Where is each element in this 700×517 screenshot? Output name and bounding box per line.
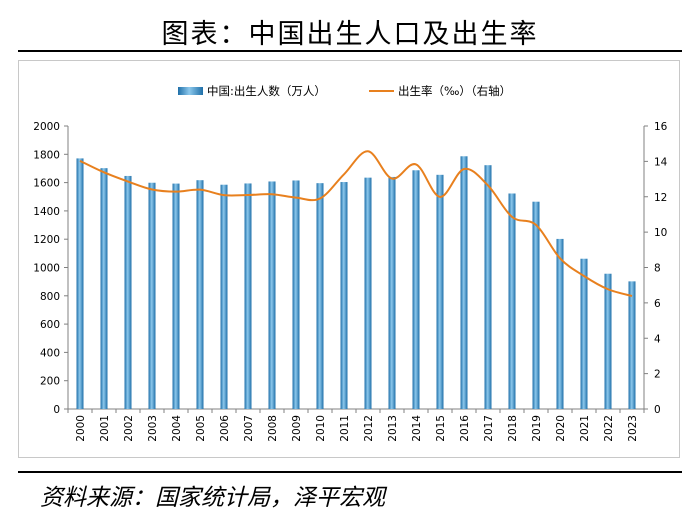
bar-2004 <box>172 183 180 409</box>
right-tick-label: 12 <box>654 192 667 204</box>
left-tick-label: 0 <box>53 404 60 416</box>
bar-2015 <box>436 174 444 409</box>
x-tick-label: 2019 <box>531 415 543 442</box>
bar-2011 <box>340 182 348 409</box>
left-tick-label: 200 <box>40 376 60 388</box>
right-tick-label: 8 <box>654 263 661 275</box>
x-tick-label: 2005 <box>195 415 207 442</box>
left-tick-label: 1600 <box>33 178 60 190</box>
legend-bar-label: 中国:出生人数（万人） <box>207 84 326 98</box>
left-tick-label: 400 <box>40 347 60 359</box>
chart-legend: 中国:出生人数（万人） 出生率（‰）（右轴） <box>178 84 511 98</box>
x-tick-label: 2020 <box>555 415 567 442</box>
x-tick-label: 2016 <box>459 415 471 442</box>
bar-2012 <box>364 177 372 409</box>
bar-2017 <box>484 165 492 409</box>
x-tick-label: 2017 <box>483 415 495 442</box>
bar-2014 <box>412 170 420 409</box>
right-tick-label: 14 <box>654 156 668 168</box>
x-tick-label: 2009 <box>291 415 303 442</box>
x-tick-label: 2021 <box>579 415 591 442</box>
x-tick-label: 2007 <box>243 415 255 442</box>
x-tick-label: 2015 <box>435 415 447 442</box>
left-tick-label: 2000 <box>33 121 60 133</box>
x-tick-label: 2003 <box>147 415 159 442</box>
bar-2020 <box>556 238 564 409</box>
right-tick-label: 0 <box>654 404 661 416</box>
page-title: 图表：中国出生人口及出生率 <box>161 19 539 50</box>
x-tick-label: 2012 <box>363 415 375 442</box>
title-divider <box>18 50 682 52</box>
bar-2005 <box>196 180 204 409</box>
x-tick-label: 2002 <box>123 415 135 442</box>
left-tick-label: 1200 <box>33 234 60 246</box>
bar-2009 <box>292 180 300 409</box>
x-tick-label: 2010 <box>315 415 327 442</box>
x-tick-label: 2013 <box>387 415 399 442</box>
source-note: 资料来源：国家统计局，泽平宏观 <box>40 485 385 511</box>
bar-2023 <box>628 281 636 409</box>
bar-2002 <box>124 175 132 409</box>
bar-2010 <box>316 183 324 409</box>
left-tick-label: 1000 <box>33 263 60 275</box>
right-tick-label: 2 <box>654 369 661 381</box>
right-tick-label: 10 <box>654 227 667 239</box>
bar-2018 <box>508 193 516 409</box>
bar-2006 <box>220 184 228 409</box>
x-tick-label: 2001 <box>99 415 111 442</box>
chart-frame <box>18 60 680 458</box>
left-tick-label: 1800 <box>33 149 60 161</box>
x-tick-label: 2000 <box>75 415 87 442</box>
legend-bar-swatch <box>178 87 203 95</box>
birth-rate-line <box>79 150 633 297</box>
left-tick-label: 800 <box>40 291 60 303</box>
x-tick-label: 2006 <box>219 415 231 442</box>
right-tick-label: 6 <box>654 298 661 310</box>
left-tick-label: 600 <box>40 319 60 331</box>
bar-2001 <box>100 168 108 409</box>
bar-2000 <box>76 158 84 409</box>
x-tick-label: 2011 <box>339 415 351 442</box>
x-tick-label: 2008 <box>267 415 279 442</box>
x-tick-label: 2022 <box>603 415 615 442</box>
bar-2013 <box>388 176 396 409</box>
source-divider <box>18 471 682 473</box>
bar-2021 <box>580 258 588 409</box>
bar-2003 <box>148 182 156 409</box>
bar-2019 <box>532 201 540 409</box>
bar-2007 <box>244 183 252 409</box>
x-tick-label: 2004 <box>171 415 183 442</box>
legend-line-label: 出生率（‰）（右轴） <box>398 84 511 98</box>
x-tick-label: 2018 <box>507 415 519 442</box>
right-tick-label: 16 <box>654 121 668 133</box>
right-tick-label: 4 <box>654 333 661 345</box>
bar-2016 <box>460 156 468 409</box>
left-tick-label: 1400 <box>33 206 60 218</box>
bar-2022 <box>604 273 612 409</box>
x-tick-label: 2014 <box>411 415 423 442</box>
bar-2008 <box>268 181 276 409</box>
x-tick-label: 2023 <box>627 415 639 442</box>
